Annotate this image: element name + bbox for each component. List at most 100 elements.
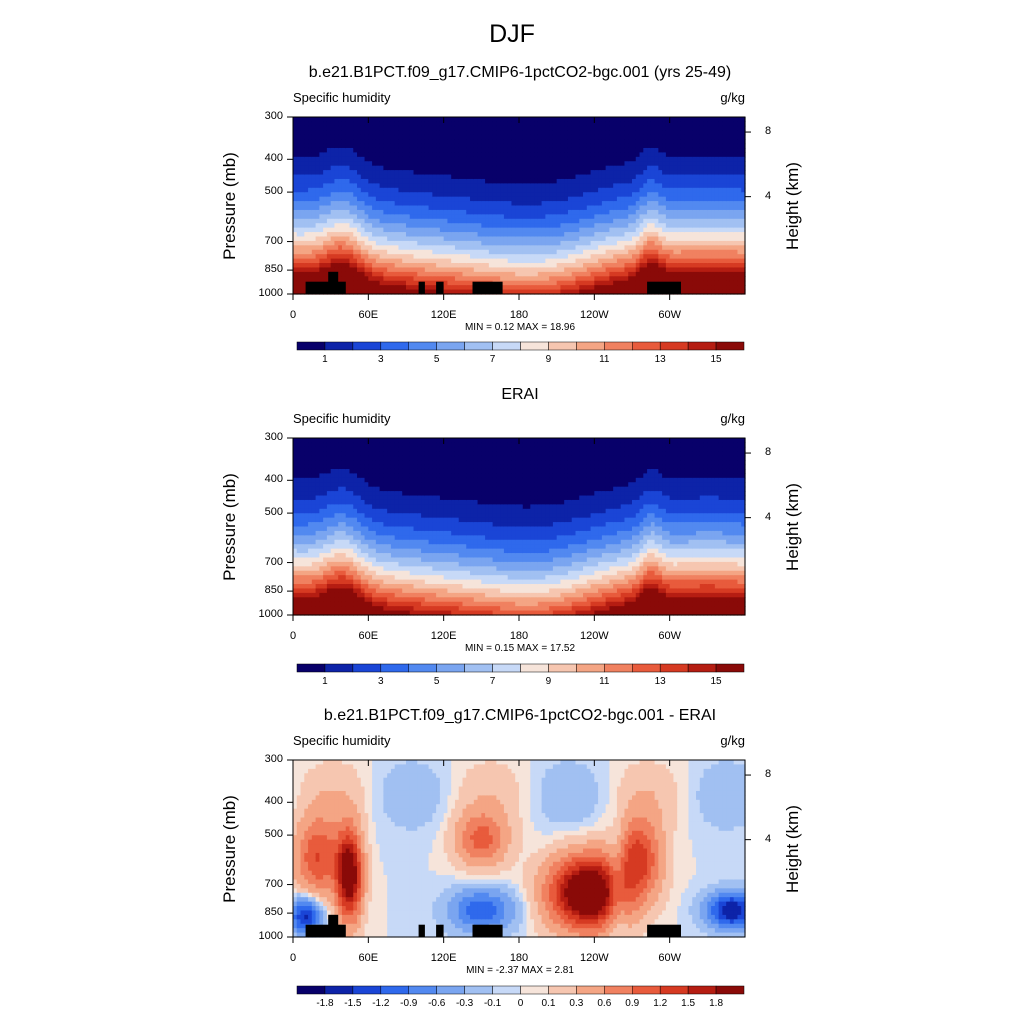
- heatmap-cell: [345, 165, 351, 171]
- heatmap-cell: [541, 276, 546, 282]
- heatmap-cell: [360, 134, 366, 140]
- heatmap-cell: [699, 192, 705, 198]
- heatmap-cell: [462, 280, 467, 286]
- heatmap-cell: [394, 187, 400, 193]
- heatmap-cell: [353, 218, 358, 224]
- heatmap-cell: [586, 196, 592, 202]
- heatmap-cell: [341, 240, 347, 246]
- heatmap-cell: [545, 165, 550, 171]
- heatmap-cell: [737, 147, 742, 153]
- heatmap-cell: [677, 192, 682, 198]
- heatmap-cell: [601, 192, 607, 198]
- heatmap-cell: [643, 121, 648, 127]
- colorbar-swatch: [352, 341, 382, 351]
- heatmap-cell: [707, 183, 712, 189]
- heatmap-cell: [375, 223, 381, 229]
- heatmap-cell: [492, 156, 497, 162]
- heatmap-cell: [534, 249, 539, 255]
- heatmap-cell: [590, 209, 595, 215]
- heatmap-cell: [635, 285, 641, 291]
- heatmap-cell: [605, 196, 610, 202]
- heatmap-cell: [417, 249, 422, 255]
- heatmap-cell: [639, 134, 644, 140]
- heatmap-cell: [311, 130, 317, 136]
- heatmap-cell: [308, 236, 313, 242]
- heatmap-cell: [390, 271, 396, 277]
- heatmap-cell: [473, 117, 479, 123]
- heatmap-cell: [511, 263, 516, 269]
- heatmap-cell: [639, 280, 644, 286]
- heatmap-cell: [733, 201, 739, 207]
- heatmap-cell: [696, 139, 701, 145]
- heatmap-cell: [654, 170, 659, 176]
- heatmap-cell: [718, 165, 723, 171]
- heatmap-cell: [519, 147, 524, 153]
- heatmap-cell: [560, 134, 565, 140]
- heatmap-cell: [620, 196, 626, 202]
- heatmap-cell: [722, 147, 727, 153]
- heatmap-cell: [398, 276, 403, 282]
- heatmap-cell: [654, 232, 659, 238]
- heatmap-cell: [507, 280, 513, 286]
- heatmap-cell: [703, 276, 708, 282]
- heatmap-cell: [594, 258, 599, 264]
- heatmap-cell: [515, 205, 520, 211]
- heatmap-cell: [473, 223, 479, 229]
- heatmap-cell: [421, 232, 426, 238]
- heatmap-cell: [462, 232, 467, 238]
- heatmap-cell: [707, 254, 712, 260]
- heatmap-cell: [293, 584, 298, 590]
- heatmap-cell: [462, 139, 467, 145]
- heatmap-cell: [643, 205, 648, 211]
- heatmap-cell: [507, 134, 513, 140]
- heatmap-cell: [296, 530, 302, 536]
- heatmap-cell: [737, 143, 742, 149]
- heatmap-cell: [300, 535, 305, 541]
- heatmap-cell: [308, 240, 313, 246]
- heatmap-cell: [473, 178, 479, 184]
- heatmap-cell: [473, 147, 479, 153]
- heatmap-cell: [375, 192, 381, 198]
- heatmap-cell: [353, 121, 358, 127]
- heatmap-cell: [496, 170, 501, 176]
- heatmap-cell: [496, 134, 501, 140]
- heatmap-cell: [733, 214, 739, 220]
- heatmap-cell: [353, 240, 358, 246]
- heatmap-cell: [319, 192, 324, 198]
- heatmap-cell: [488, 125, 494, 131]
- heatmap-cell: [658, 218, 663, 224]
- heatmap-cell: [402, 125, 407, 131]
- heatmap-cell: [643, 117, 648, 123]
- heatmap-cell: [594, 143, 599, 149]
- heatmap-cell: [477, 174, 482, 180]
- heatmap-cell: [293, 473, 298, 479]
- heatmap-cell: [579, 117, 584, 123]
- heatmap-cell: [398, 227, 403, 233]
- heatmap-cell: [473, 143, 479, 149]
- heatmap-cell: [722, 214, 727, 220]
- heatmap-cell: [402, 205, 407, 211]
- heatmap-cell: [515, 117, 520, 123]
- heatmap-cell: [632, 227, 637, 233]
- heatmap-cell: [417, 147, 422, 153]
- heatmap-cell: [549, 254, 554, 260]
- heatmap-cell: [481, 196, 486, 202]
- heatmap-cell: [567, 289, 573, 295]
- heatmap-cell: [650, 245, 656, 251]
- heatmap-cell: [526, 174, 531, 180]
- heatmap-cell: [711, 130, 716, 136]
- heatmap-cell: [643, 192, 648, 198]
- heatmap-cell: [560, 183, 565, 189]
- heatmap-cell: [601, 174, 607, 180]
- heatmap-cell: [741, 232, 746, 238]
- heatmap-cell: [650, 267, 656, 273]
- heatmap-cell: [541, 121, 546, 127]
- heatmap-cell: [454, 156, 460, 162]
- heatmap-cell: [545, 187, 550, 193]
- heatmap-cell: [696, 258, 701, 264]
- heatmap-cell: [507, 130, 513, 136]
- heatmap-cell: [560, 232, 565, 238]
- heatmap-cell: [703, 271, 708, 277]
- heatmap-cell: [398, 245, 403, 251]
- heatmap-cell: [616, 161, 622, 167]
